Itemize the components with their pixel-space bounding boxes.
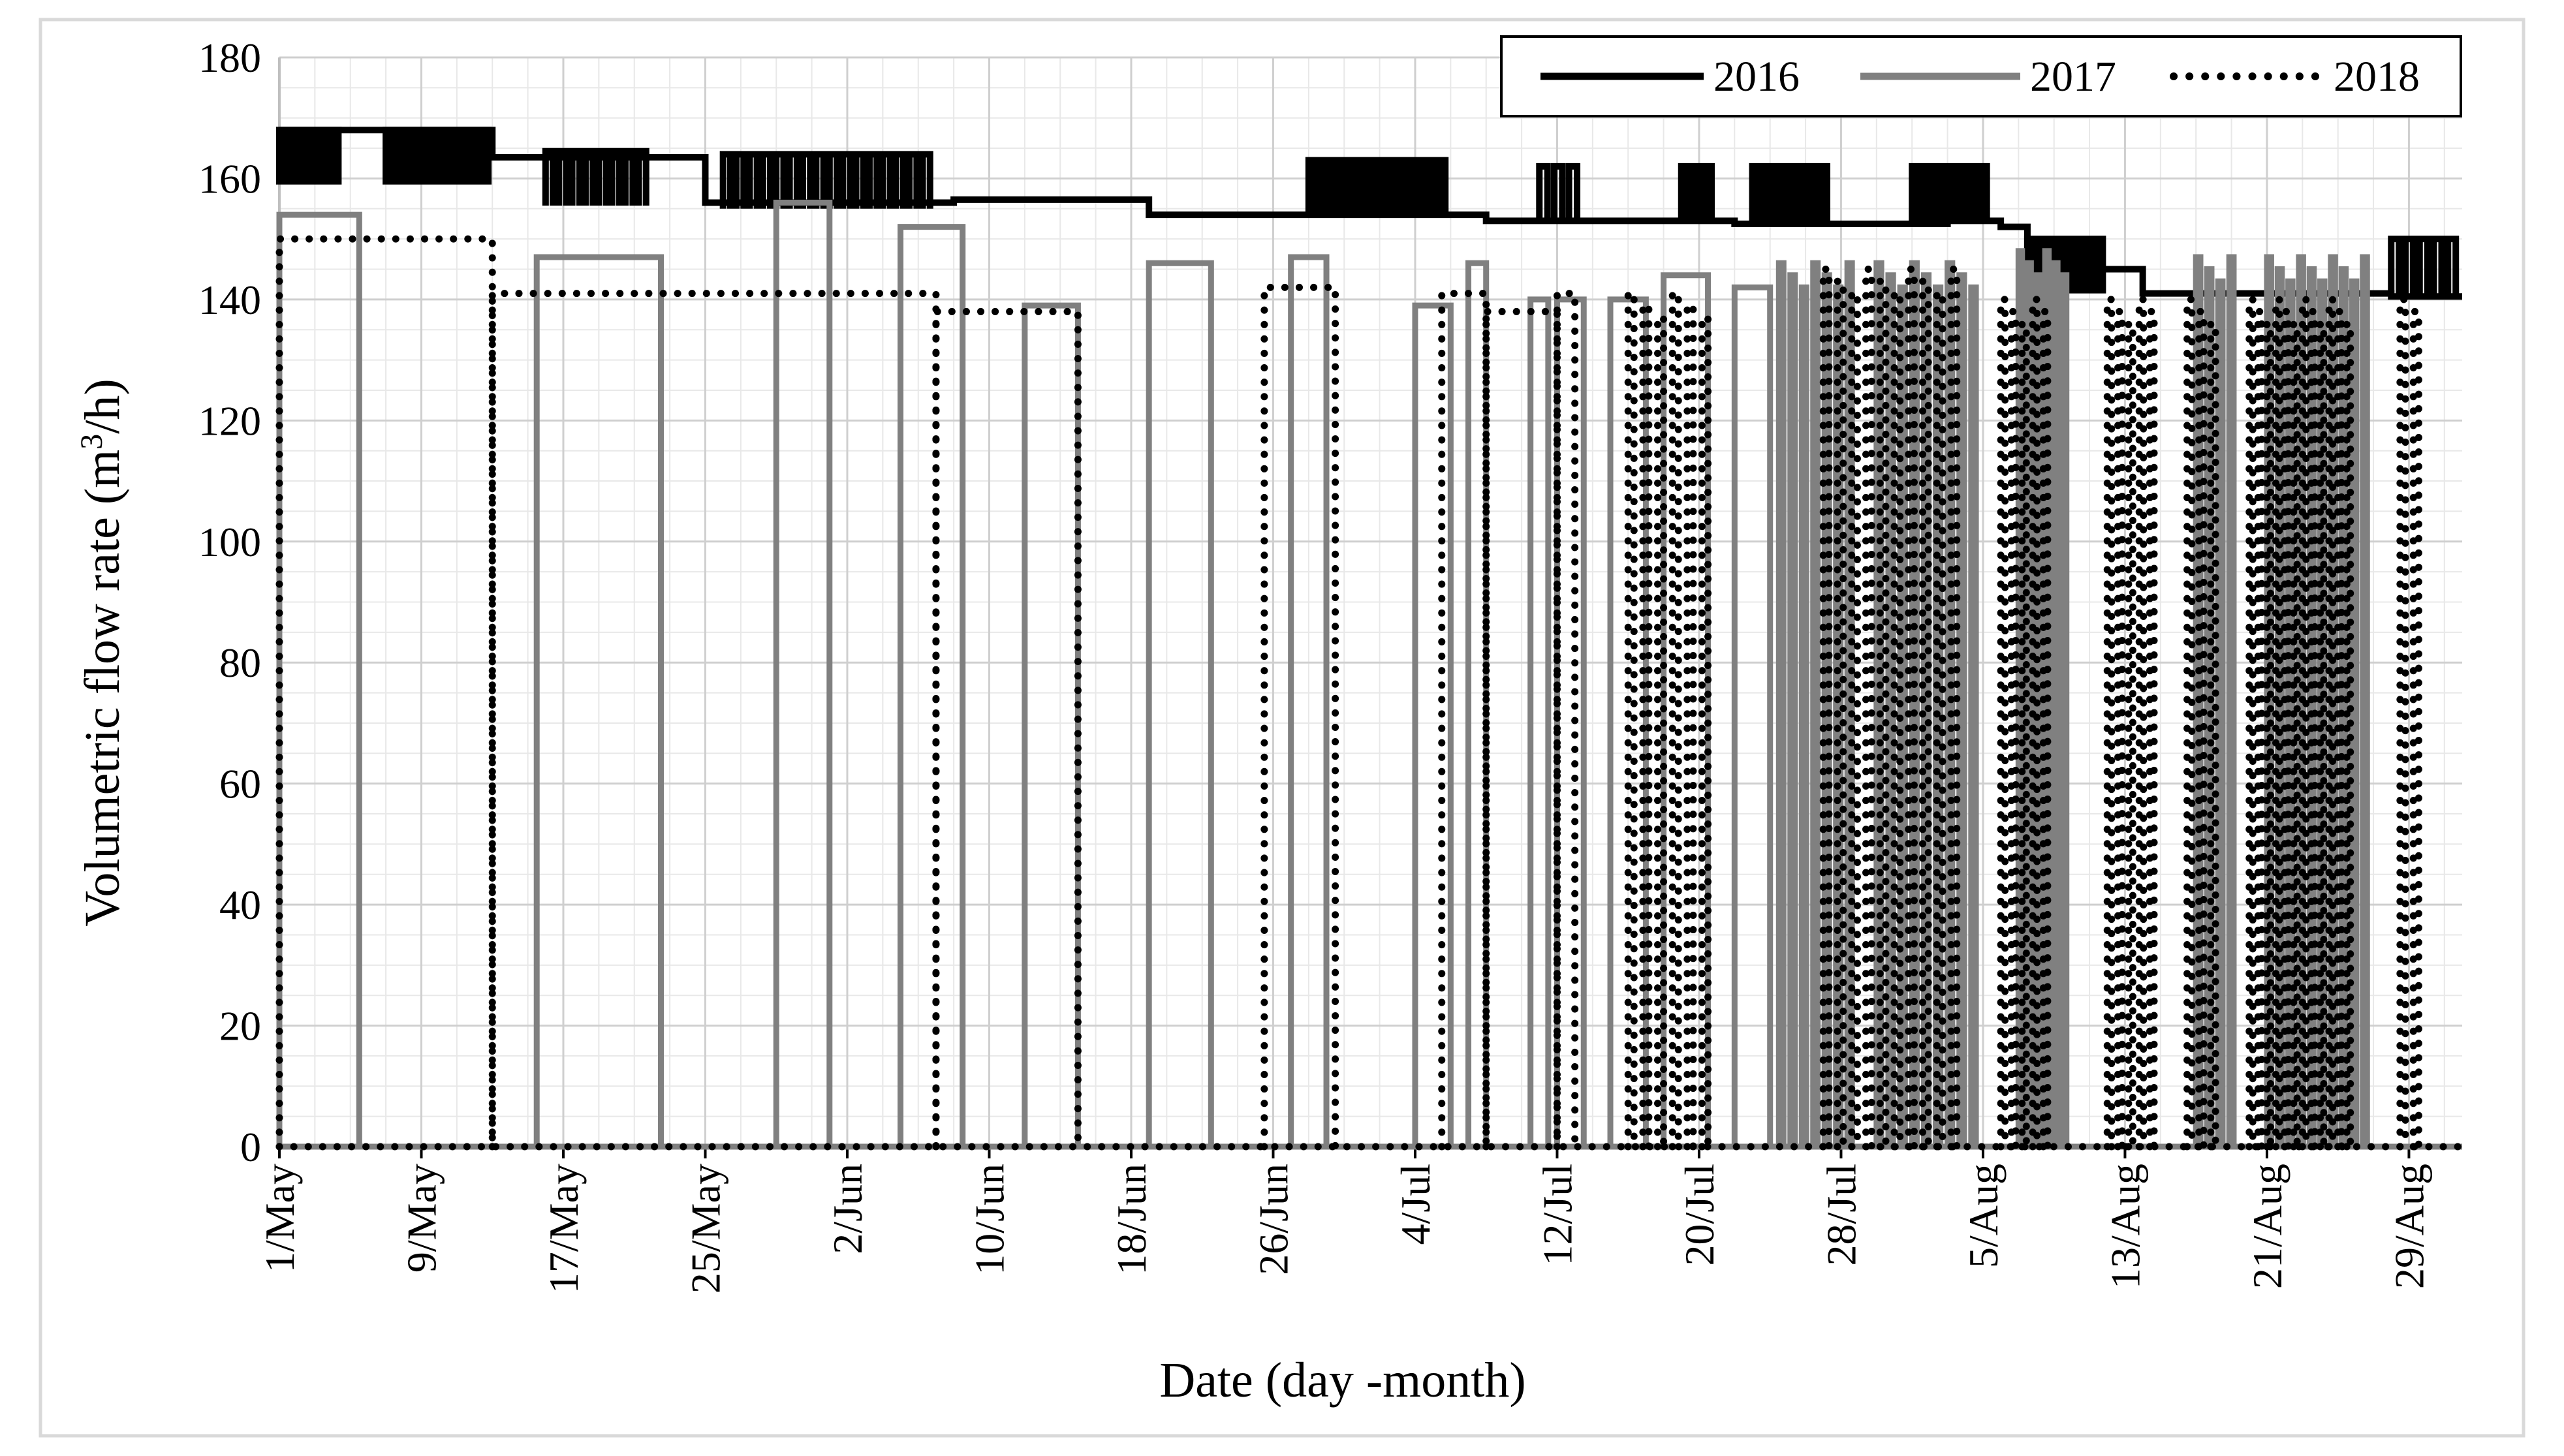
series-2016-spike-band-9 xyxy=(2024,236,2106,294)
x-tick-label: 17/May xyxy=(540,1164,587,1293)
y-tick-label: 140 xyxy=(198,277,261,323)
y-axis-title-tail: /h) xyxy=(75,379,130,433)
series-2018-segment-2 xyxy=(932,307,1082,1151)
series-2016-spike-band-10 xyxy=(2388,236,2460,294)
x-tick-label: 13/Aug xyxy=(2102,1164,2148,1289)
series-2018-dense-band-5 xyxy=(2245,296,2354,1151)
figure-border xyxy=(39,18,2525,1438)
series-2017-segment-4 xyxy=(1022,302,1081,1147)
legend: 2016 2017 2018 xyxy=(1500,35,2462,117)
x-tick-label: 21/Aug xyxy=(2244,1164,2290,1289)
x-axis-title: Date (day -month) xyxy=(1159,1353,1525,1408)
x-tick-label: 10/Jun xyxy=(966,1164,1012,1275)
series-2016-spike-band-7 xyxy=(1749,163,1830,221)
series-2018-segment-6 xyxy=(1553,290,1579,1151)
x-tick-label: 28/Jul xyxy=(1818,1164,1864,1265)
y-tick-label: 80 xyxy=(219,640,261,686)
series-2017-segment-10 xyxy=(1554,296,1587,1147)
series-2016-spike-band-4 xyxy=(1305,157,1449,215)
tick-labels: 0 20 40 60 80 100 120 140 160 180 1/May 9/May 17/May… xyxy=(198,35,2432,1293)
series-2018-dense-band-6 xyxy=(2396,296,2422,1151)
x-tick-label: 25/May xyxy=(682,1164,728,1293)
legend-label-2018: 2018 xyxy=(2334,53,2420,101)
y-tick-label: 180 xyxy=(198,35,261,81)
series-2017-dense-band-1 xyxy=(1873,260,1979,1147)
x-tick-label: 2/Jun xyxy=(824,1164,871,1254)
legend-label-2017: 2017 xyxy=(2030,53,2116,101)
x-tick-label: 4/Jul xyxy=(1392,1164,1439,1245)
series-2017-segment-6 xyxy=(1288,254,1330,1147)
series-2018-dense-band-2 xyxy=(1997,296,2052,1151)
y-tick-label: 120 xyxy=(198,397,261,444)
x-tick-label: 1/May xyxy=(257,1164,303,1273)
series-2016-spike-band-3 xyxy=(719,151,933,209)
y-axis-title: Volumetric flow rate (m3/h) xyxy=(74,379,130,926)
x-tick-label: 20/Jul xyxy=(1676,1164,1723,1265)
series-2016-spike-band-1 xyxy=(383,127,492,185)
series-2018-dense-band-4 xyxy=(2183,296,2219,1151)
series-2017-dense-band-0 xyxy=(1775,260,1855,1147)
y-tick-label: 100 xyxy=(198,519,261,565)
y-axis-title-main: Volumetric flow rate (m xyxy=(75,450,130,927)
series-2016-spike-band-8 xyxy=(1909,163,1990,221)
series-2018-dense-band-1 xyxy=(1819,266,1961,1151)
x-tick-label: 5/Aug xyxy=(1960,1164,2007,1268)
series-2018-dense-band-3 xyxy=(2103,296,2158,1151)
y-tick-label: 0 xyxy=(240,1124,261,1170)
series-2016-spike-band-5 xyxy=(1536,163,1581,221)
series-lines xyxy=(275,127,2466,1151)
series-2017-segment-0 xyxy=(276,211,362,1147)
series-2017-segment-1 xyxy=(533,254,664,1147)
series-2017-segment-7 xyxy=(1412,302,1454,1147)
y-axis-title-sup: 3 xyxy=(74,434,109,450)
series-2018-segment-0 xyxy=(275,235,496,1151)
legend-label-2016: 2016 xyxy=(1713,53,1800,101)
y-tick-label: 160 xyxy=(198,155,261,202)
series-2017-segment-2 xyxy=(773,200,833,1147)
series-2017-segment-13 xyxy=(1731,284,1774,1147)
x-tick-label: 18/Jun xyxy=(1108,1164,1155,1275)
series-2017-segment-11 xyxy=(1607,296,1649,1147)
series-2017-segment-5 xyxy=(1146,260,1214,1147)
series-2017-segment-9 xyxy=(1527,296,1552,1147)
y-tick-label: 20 xyxy=(219,1003,261,1049)
y-tick-label: 40 xyxy=(219,882,261,928)
series-2017-dense-band-2 xyxy=(2015,248,2070,1147)
series-2018-dense-band-0 xyxy=(1624,290,1712,1151)
series-2016-spike-band-0 xyxy=(276,127,342,185)
series-2016-spike-band-2 xyxy=(542,147,649,206)
series-2017-segment-3 xyxy=(898,224,966,1147)
series-2018-segment-4 xyxy=(1438,290,1490,1151)
x-tick-label: 9/May xyxy=(398,1164,445,1273)
series-2018-segment-3 xyxy=(1260,283,1339,1151)
series-2016-spike-band-6 xyxy=(1678,163,1715,221)
x-tick-label: 29/Aug xyxy=(2386,1164,2432,1289)
x-tick-label: 12/Jul xyxy=(1534,1164,1580,1265)
y-tick-label: 60 xyxy=(219,761,261,807)
series-2017-dense-band-3 xyxy=(2193,254,2237,1147)
series-2017-dense-band-4 xyxy=(2264,254,2370,1147)
x-tick-label: 26/Jun xyxy=(1250,1164,1296,1275)
